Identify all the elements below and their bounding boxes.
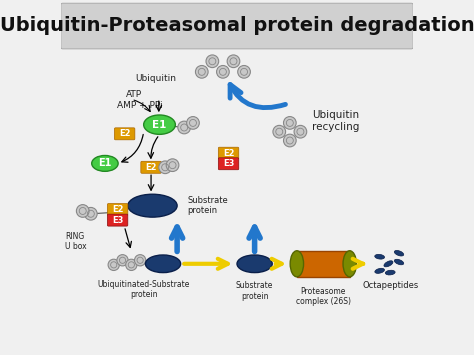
Circle shape xyxy=(117,255,128,266)
Circle shape xyxy=(166,159,179,171)
FancyBboxPatch shape xyxy=(108,203,128,215)
Circle shape xyxy=(135,255,146,266)
Text: Octapeptides: Octapeptides xyxy=(362,282,419,290)
Text: Ubiquitin: Ubiquitin xyxy=(135,75,176,83)
Ellipse shape xyxy=(375,268,384,273)
Circle shape xyxy=(187,116,199,129)
Circle shape xyxy=(108,259,119,271)
Text: E2: E2 xyxy=(112,205,123,214)
Ellipse shape xyxy=(384,261,393,267)
Circle shape xyxy=(283,134,296,147)
Text: Substrate
protein: Substrate protein xyxy=(188,196,228,215)
Circle shape xyxy=(237,65,250,78)
Text: Substrate
protein: Substrate protein xyxy=(236,282,273,301)
Text: E2: E2 xyxy=(119,129,130,138)
FancyBboxPatch shape xyxy=(297,251,350,277)
Circle shape xyxy=(217,65,229,78)
Ellipse shape xyxy=(290,251,303,277)
Ellipse shape xyxy=(394,251,404,256)
Circle shape xyxy=(178,121,191,134)
FancyBboxPatch shape xyxy=(108,214,128,226)
Ellipse shape xyxy=(144,115,175,134)
Text: E1: E1 xyxy=(98,158,111,168)
Text: E1: E1 xyxy=(152,120,167,130)
Text: Ubiquitinated-Substrate
protein: Ubiquitinated-Substrate protein xyxy=(98,280,190,299)
Text: AMP + PPi: AMP + PPi xyxy=(117,101,163,110)
Circle shape xyxy=(206,55,219,67)
Circle shape xyxy=(159,161,172,174)
FancyBboxPatch shape xyxy=(141,161,161,173)
Circle shape xyxy=(195,65,208,78)
Circle shape xyxy=(294,125,307,138)
Text: RING
U box: RING U box xyxy=(65,232,87,251)
Text: E3: E3 xyxy=(223,159,234,168)
Circle shape xyxy=(76,204,89,217)
FancyBboxPatch shape xyxy=(61,3,413,49)
Circle shape xyxy=(273,125,286,138)
Text: Ubiquitin-Proteasomal protein degradation: Ubiquitin-Proteasomal protein degradatio… xyxy=(0,16,474,35)
FancyBboxPatch shape xyxy=(219,158,239,170)
Ellipse shape xyxy=(128,194,177,217)
Text: Ubiquitin
recycling: Ubiquitin recycling xyxy=(312,110,359,132)
Ellipse shape xyxy=(394,259,404,265)
FancyBboxPatch shape xyxy=(114,128,135,140)
Ellipse shape xyxy=(385,270,395,275)
Ellipse shape xyxy=(343,251,356,277)
Text: E2: E2 xyxy=(146,163,157,172)
Ellipse shape xyxy=(146,255,181,273)
Circle shape xyxy=(126,259,137,271)
Text: Proteasome
complex (26S): Proteasome complex (26S) xyxy=(296,287,351,306)
Ellipse shape xyxy=(375,255,384,259)
Text: ATP: ATP xyxy=(126,90,142,99)
Circle shape xyxy=(227,55,240,67)
Ellipse shape xyxy=(237,255,272,273)
Circle shape xyxy=(84,207,97,220)
FancyBboxPatch shape xyxy=(219,147,239,159)
Text: E3: E3 xyxy=(112,215,123,225)
Circle shape xyxy=(283,116,296,129)
Ellipse shape xyxy=(91,155,118,171)
Text: E2: E2 xyxy=(223,149,234,158)
